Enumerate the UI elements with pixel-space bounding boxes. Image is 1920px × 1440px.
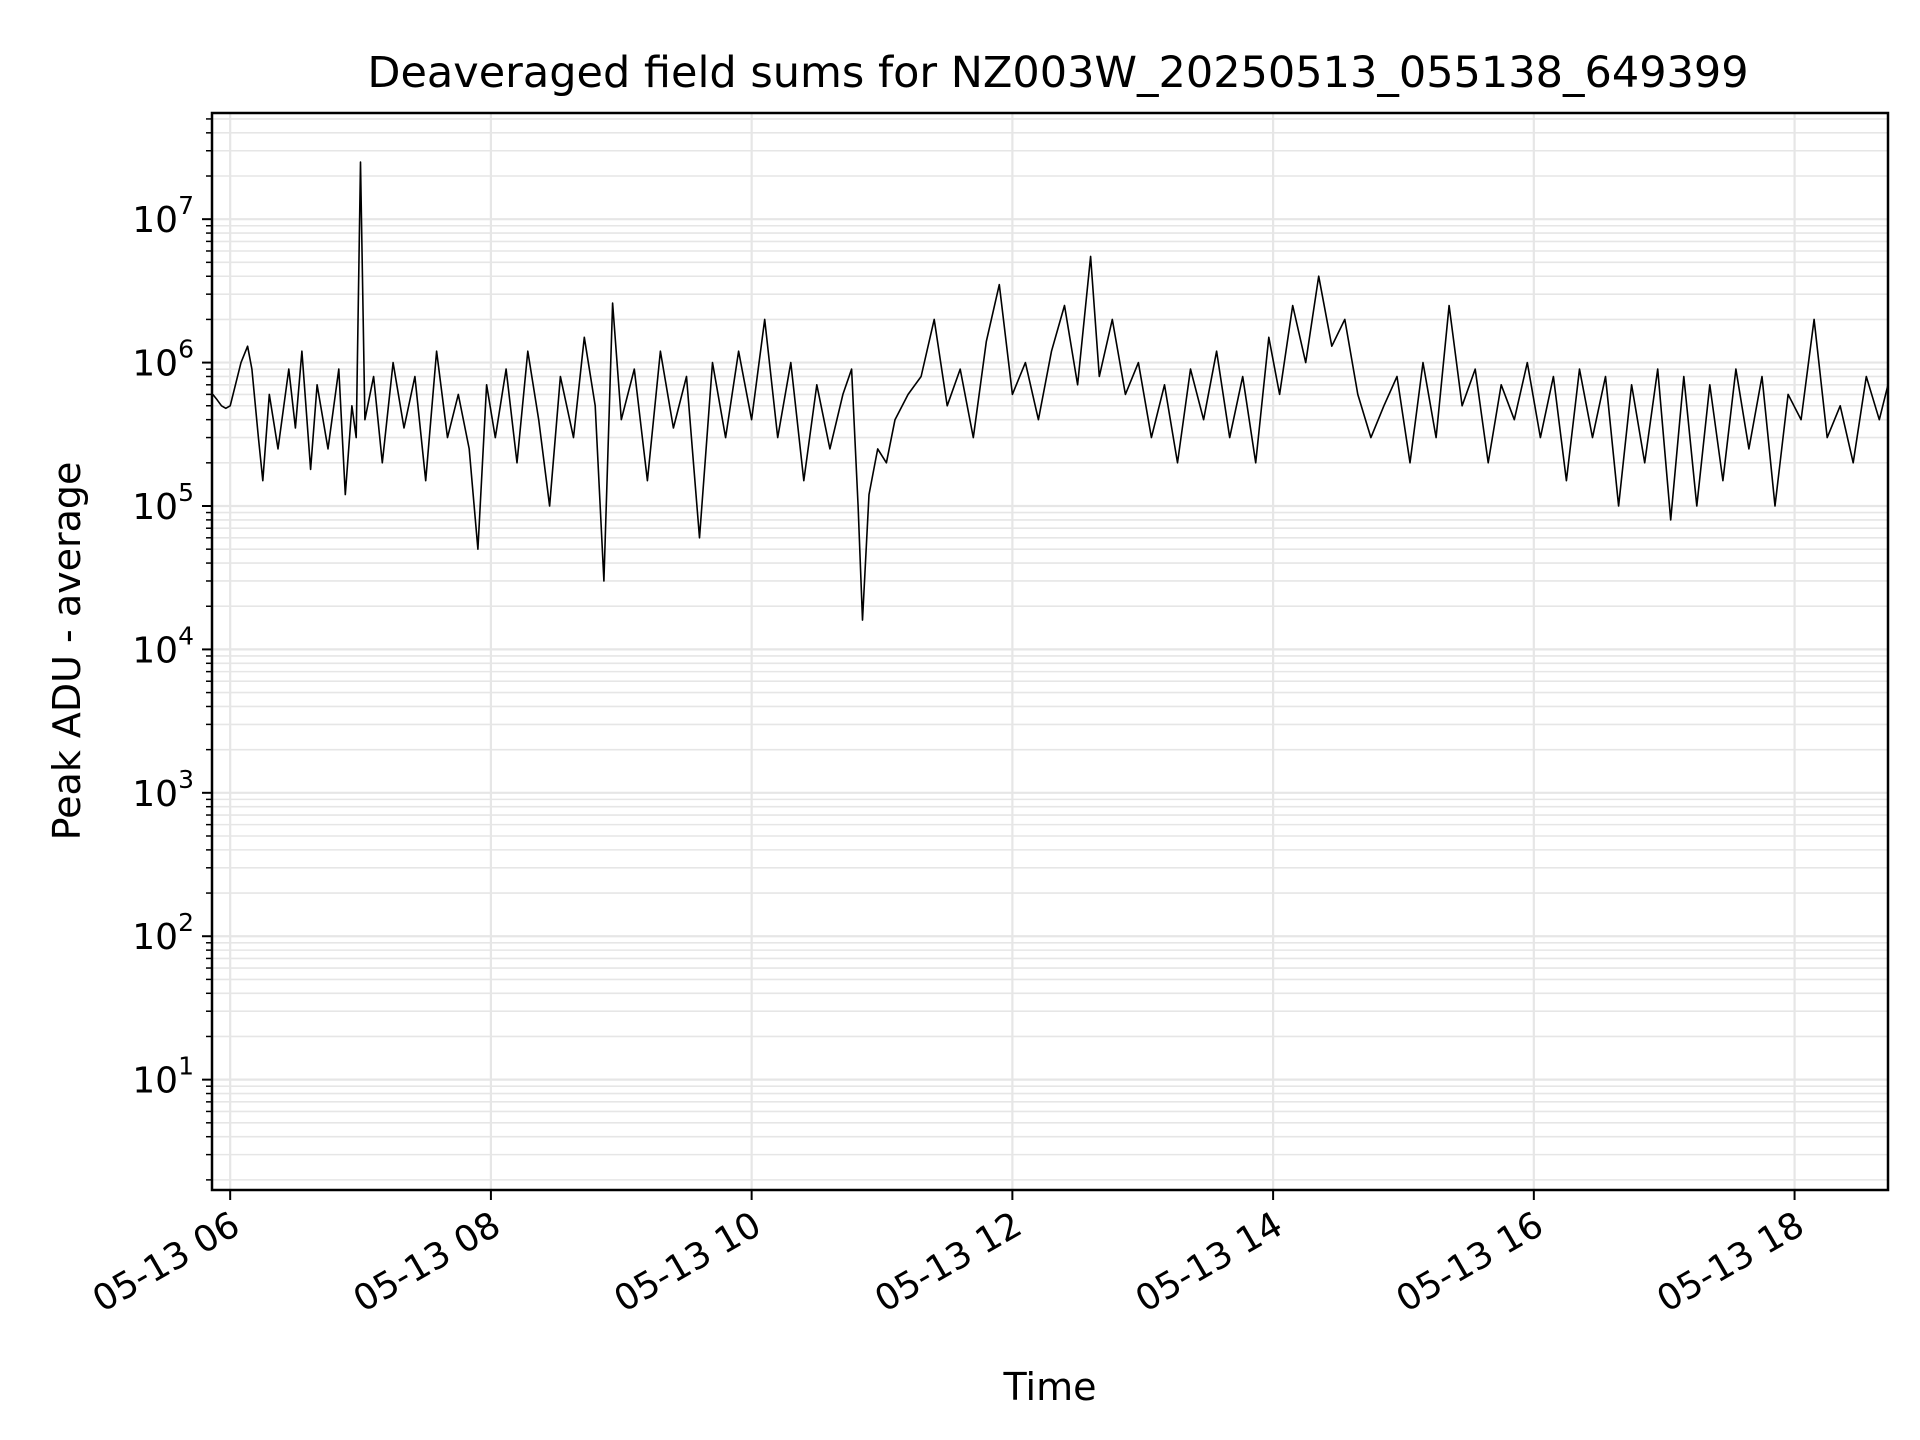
x-tick-label: 05-13 12 [868, 1204, 1029, 1320]
grid [212, 113, 1888, 1190]
chart-title: Deaveraged field sums for NZ003W_2025051… [367, 48, 1748, 98]
x-tick-label: 05-13 14 [1129, 1204, 1290, 1320]
y-axis: 101 102 103 104 105 106 107 [132, 118, 212, 1181]
x-tick-label: 05-13 16 [1390, 1204, 1551, 1320]
y-tick-label: 103 [132, 765, 194, 815]
plot-frame [210, 111, 1890, 1192]
x-tick-label: 05-13 08 [347, 1204, 508, 1320]
x-axis: 05-13 06 05-13 08 05-13 10 05-13 12 05-13 14… [86, 1190, 1811, 1321]
y-tick-label: 102 [132, 908, 194, 958]
x-axis-label: Time [1003, 1365, 1097, 1409]
y-tick-label: 101 [132, 1052, 194, 1102]
y-tick-label: 105 [132, 478, 194, 528]
y-tick-label: 104 [132, 621, 194, 671]
x-tick-label: 05-13 18 [1650, 1204, 1811, 1320]
y-tick-label: 106 [132, 335, 194, 385]
y-axis-label: Peak ADU - average [45, 462, 89, 841]
x-tick-label: 05-13 06 [86, 1204, 247, 1320]
y-tick-label: 107 [132, 191, 194, 241]
x-tick-label: 05-13 10 [607, 1204, 768, 1320]
